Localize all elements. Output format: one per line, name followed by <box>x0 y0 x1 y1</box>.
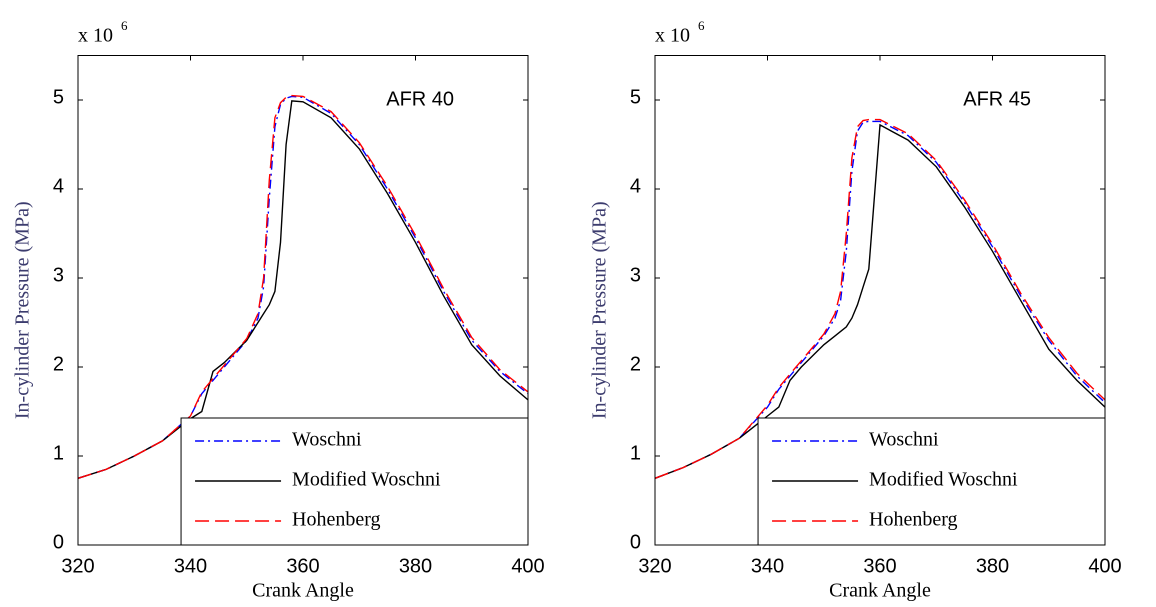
data-line <box>77 95 529 479</box>
data-line <box>654 120 1106 479</box>
data-line <box>654 123 1106 479</box>
data-line <box>654 118 1106 479</box>
y-tick-label: 1 <box>53 442 64 464</box>
x-tick-label: 380 <box>976 555 1009 577</box>
axis-multiplier-exponent: 6 <box>698 18 705 33</box>
legend-label: Modified Woschni <box>292 469 441 491</box>
y-tick-label: 0 <box>630 531 641 553</box>
x-tick-label: 400 <box>511 555 544 577</box>
axis-multiplier: x 10 <box>78 25 113 47</box>
data-line <box>77 94 529 479</box>
y-tick-label: 1 <box>630 442 641 464</box>
legend-label: Hohenberg <box>869 509 958 531</box>
legend-label: Hohenberg <box>292 509 381 531</box>
x-tick-label: 340 <box>751 555 784 577</box>
legend-label: Woschni <box>869 429 939 451</box>
x-tick-label: 320 <box>61 555 94 577</box>
x-tick-label: 360 <box>863 555 896 577</box>
x-tick-label: 360 <box>286 555 319 577</box>
y-tick-label: 5 <box>53 86 64 108</box>
x-tick-label: 400 <box>1088 555 1121 577</box>
y-tick-label: 4 <box>53 175 64 197</box>
x-tick-label: 380 <box>399 555 432 577</box>
y-tick-label: 2 <box>53 353 64 375</box>
y-tick-label: 5 <box>630 86 641 108</box>
y-tick-label: 3 <box>630 264 641 286</box>
y-axis-label: In-cylinder Pressure (MPa) <box>589 201 611 419</box>
x-tick-label: 340 <box>174 555 207 577</box>
x-tick-label: 320 <box>638 555 671 577</box>
axis-multiplier: x 10 <box>655 25 690 47</box>
y-axis-label: In-cylinder Pressure (MPa) <box>12 201 34 419</box>
legend-label: Woschni <box>292 429 362 451</box>
x-axis-label: Crank Angle <box>252 580 354 602</box>
axis-multiplier-exponent: 6 <box>121 18 128 33</box>
y-tick-label: 4 <box>630 175 641 197</box>
x-axis-label: Crank Angle <box>829 580 931 602</box>
y-tick-label: 3 <box>53 264 64 286</box>
y-tick-label: 2 <box>630 353 641 375</box>
annotation: AFR 40 <box>386 88 454 110</box>
y-tick-label: 0 <box>53 531 64 553</box>
annotation: AFR 45 <box>963 88 1031 110</box>
legend-label: Modified Woschni <box>869 469 1018 491</box>
